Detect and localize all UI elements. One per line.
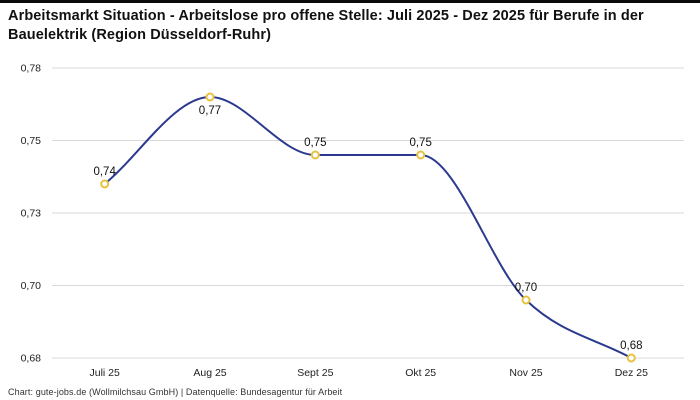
data-point-label: 0,68 <box>620 340 642 352</box>
data-point[interactable] <box>205 92 215 102</box>
data-point[interactable] <box>521 295 531 305</box>
x-axis-tick-label: Dez 25 <box>615 367 648 379</box>
y-axis-tick-label: 0,78 <box>21 63 42 75</box>
y-axis-tick-label: 0,68 <box>21 353 42 365</box>
x-axis-tick-label: Nov 25 <box>509 367 542 379</box>
top-accent-bar <box>0 0 700 3</box>
data-point-label: 0,75 <box>409 137 431 149</box>
data-point[interactable] <box>100 179 110 189</box>
data-line <box>103 95 633 359</box>
data-point-label: 0,77 <box>199 105 221 117</box>
data-point-label: 0,75 <box>304 137 326 149</box>
chart-title: Arbeitsmarkt Situation - Arbeitslose pro… <box>8 8 644 44</box>
chart-caption: Chart: gute-jobs.de (Wollmilchsau GmbH) … <box>8 387 343 397</box>
y-axis-tick-label: 0,70 <box>21 280 42 292</box>
y-axis-tick-label: 0,75 <box>21 135 42 147</box>
y-axis-tick-label: 0,73 <box>21 208 42 220</box>
x-axis-tick-label: Okt 25 <box>405 367 436 379</box>
x-axis-tick-label: Aug 25 <box>193 367 226 379</box>
data-point[interactable] <box>416 150 426 160</box>
x-axis-tick-label: Sept 25 <box>297 367 333 379</box>
data-point[interactable] <box>310 150 320 160</box>
x-axis-tick-label: Juli 25 <box>89 367 120 379</box>
data-point[interactable] <box>626 353 636 363</box>
data-point-label: 0,70 <box>515 282 537 294</box>
data-point-label: 0,74 <box>93 166 116 178</box>
